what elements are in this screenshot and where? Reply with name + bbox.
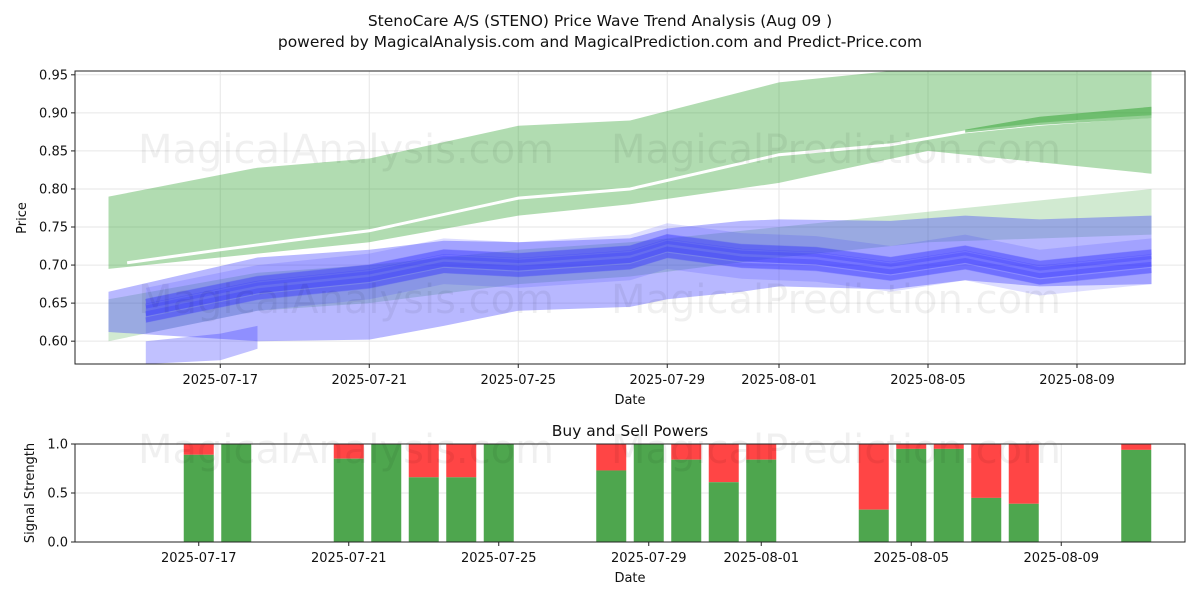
power-xtick-label-3: 2025-07-29 [611,551,687,566]
power-y-axis: 0.0 0.5 1.0 [47,438,75,551]
buy-bar-0 [183,454,214,542]
sell-bar-16 [1008,444,1039,504]
price-layer [108,71,1152,364]
buy-bar-13 [896,448,927,542]
blue-wave-line-3 [145,238,1152,309]
sell-bar-9 [671,444,702,460]
buy-bar-2 [333,458,364,542]
blue-wave-line-1 [145,234,1152,305]
price-ytick-label-6: 0.90 [39,106,68,121]
sell-bar-17 [1121,444,1152,450]
price-ytick-label-4: 0.80 [39,182,68,197]
power-ytick-label-0: 0.0 [47,536,68,551]
blue-wave-inner [145,240,1152,317]
power-xtick-label-0: 2025-07-17 [161,551,237,566]
power-x-label: Date [614,571,645,586]
blue-wave-line-2 [145,246,1152,317]
chart-subtitle: powered by MagicalAnalysis.com and Magic… [278,33,922,51]
watermark-analysis-bottom: MagicalAnalysis.com [138,427,554,473]
price-xtick-label-6: 2025-08-09 [1039,373,1115,388]
price-y-label: Price [15,202,30,234]
price-xtick-label-2: 2025-07-25 [480,373,556,388]
price-x-label: Date [614,393,645,408]
price-wave-marks [108,71,1152,364]
power-title: Buy and Sell Powers [552,422,709,440]
power-ytick-label-2: 1.0 [47,438,68,453]
blue-lower-spike [145,325,258,364]
buy-bar-10 [708,482,739,542]
buy-bar-9 [671,459,702,542]
price-panel: MagicalAnalysis.com MagicalPrediction.co… [15,68,1186,408]
buy-bar-14 [933,448,964,542]
buy-bar-11 [746,459,777,542]
green-inner-band [108,189,1152,342]
buy-bar-7 [596,470,627,542]
price-ytick-label-0: 0.60 [39,335,68,350]
price-plot-frame [74,70,1186,365]
sell-bar-11 [746,444,777,460]
watermark-analysis-top: MagicalAnalysis.com [138,127,554,173]
buy-bar-8 [633,444,664,542]
sell-bar-0 [183,444,214,455]
power-bars [183,444,1152,542]
price-ytick-label-1: 0.65 [39,297,68,312]
price-ytick-label-3: 0.75 [39,221,68,236]
sell-bar-2 [333,444,364,459]
price-xtick-label-4: 2025-08-01 [741,373,817,388]
price-xtick-label-5: 2025-08-05 [890,373,966,388]
sell-bar-14 [933,444,964,449]
price-xtick-label-3: 2025-07-29 [629,373,705,388]
price-ytick-label-2: 0.70 [39,259,68,274]
buy-bar-16 [1008,503,1039,542]
sell-bar-12 [858,444,889,510]
power-xtick-label-6: 2025-08-09 [1023,551,1099,566]
power-xtick-label-1: 2025-07-21 [311,551,387,566]
power-ytick-label-1: 0.5 [47,487,68,502]
green-forecast-band [108,71,1152,269]
power-xtick-label-4: 2025-08-01 [723,551,799,566]
price-ytick-label-5: 0.85 [39,144,68,159]
sell-bar-15 [971,444,1002,498]
buy-bar-4 [408,477,439,542]
buy-bar-12 [858,509,889,542]
price-xtick-label-1: 2025-07-21 [331,373,407,388]
buy-bar-6 [483,444,514,542]
buy-bar-3 [371,444,402,542]
buy-bar-1 [221,444,252,542]
sell-bar-10 [708,444,739,483]
watermark-prediction-mid: MagicalPrediction.com [611,277,1061,323]
blue-wide-band [108,215,1152,342]
chart-title: StenoCare A/S (STENO) Price Wave Trend A… [368,12,832,30]
sell-bar-5 [446,444,477,478]
power-xtick-label-2: 2025-07-25 [461,551,537,566]
buy-bar-5 [446,477,477,542]
power-xtick-label-5: 2025-08-05 [873,551,949,566]
blue-wave-mid [145,233,1152,323]
watermark-prediction-top: MagicalPrediction.com [611,127,1061,173]
power-panel: Buy and Sell Powers MagicalAnalysis.com … [23,422,1186,586]
watermark-prediction-bottom: MagicalPrediction.com [611,427,1061,473]
price-xtick-label-0: 2025-07-17 [182,373,258,388]
buy-bar-15 [971,497,1002,542]
blue-wave-line-0 [145,252,1152,323]
power-y-label: Signal Strength [23,443,38,543]
blue-wave-outer [145,223,1152,334]
watermark-analysis-mid: MagicalAnalysis.com [138,277,554,323]
price-ytick-label-7: 0.95 [39,68,68,83]
price-y-axis: 0.60 0.65 0.70 0.75 0.80 0.85 0.90 0.95 [39,68,75,350]
sell-bar-4 [408,444,439,478]
green-dark-band [965,106,1152,133]
power-x-axis: 2025-07-17 2025-07-21 2025-07-25 2025-07-29… [161,542,1099,566]
sell-bar-7 [596,444,627,471]
price-x-axis: 2025-07-17 2025-07-21 2025-07-25 2025-07-29… [182,364,1115,388]
sell-bar-13 [896,444,927,449]
buy-bar-17 [1121,449,1152,542]
